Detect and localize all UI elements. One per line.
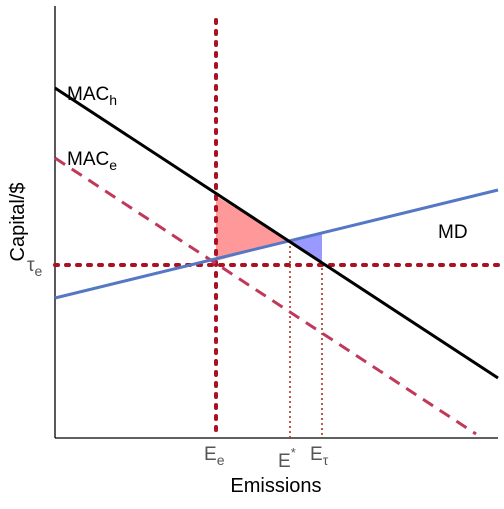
mac-h-label: MACh [67, 84, 117, 108]
md-curve [54, 188, 499, 300]
e-star-tick-label: E* [278, 445, 296, 472]
y-axis-title: Capital/$ [7, 183, 29, 262]
mac-e-curve [54, 156, 477, 436]
e-tau-tick-label: Eτ [310, 444, 329, 468]
tau-e-tick-label: τe [27, 255, 43, 279]
mac-h-curve [54, 86, 499, 380]
x-axis-title: Emissions [230, 475, 321, 497]
e-e-tick-label: Ee [204, 444, 225, 468]
md-label: MD [438, 222, 468, 243]
mac-e-label: MACe [67, 149, 117, 173]
